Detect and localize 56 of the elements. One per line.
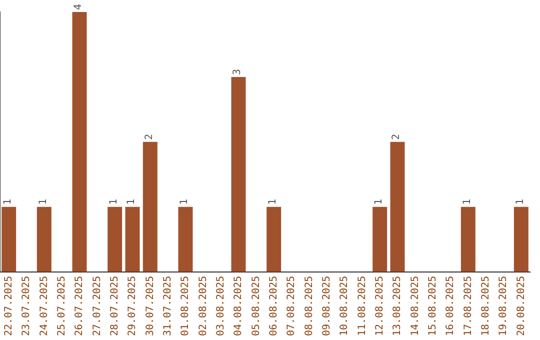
bar	[372, 206, 388, 272]
data-label: 3	[232, 68, 244, 75]
bar	[108, 206, 122, 272]
bar	[231, 76, 246, 272]
x-tick-label: 10.08.2025	[339, 276, 350, 336]
x-tick-label: 04.08.2025	[233, 276, 244, 336]
x-tick-label: 06.08.2025	[268, 276, 280, 336]
x-tick-label: 09.08.2025	[321, 276, 332, 336]
bar	[36, 206, 52, 272]
bar	[514, 206, 528, 272]
bar	[72, 12, 87, 272]
x-tick-label: 31.07.2025	[162, 276, 174, 336]
data-label: 1	[267, 198, 278, 205]
x-tick-label: 18.08.2025	[480, 276, 492, 336]
x-tick-label: 22.07.2025	[3, 276, 14, 336]
x-tick-label: 15.08.2025	[427, 276, 438, 336]
data-label: 2	[144, 134, 155, 140]
data-label: 1	[2, 198, 14, 205]
data-label: 1	[108, 198, 120, 205]
bar	[142, 142, 158, 272]
bar	[266, 206, 282, 272]
x-tick-label: 29.07.2025	[127, 276, 138, 336]
bar	[178, 206, 193, 272]
x-tick-label: 05.08.2025	[250, 276, 262, 336]
x-tick-label: 14.08.2025	[410, 276, 421, 336]
x-tick-label: 12.08.2025	[374, 276, 386, 336]
x-tick-label: 27.07.2025	[92, 276, 103, 336]
x-tick-label: 16.08.2025	[445, 276, 456, 336]
x-tick-label: 13.08.2025	[392, 276, 404, 336]
x-tick-label: 01.08.2025	[180, 276, 192, 336]
bar	[2, 206, 16, 272]
x-tick-label: 23.07.2025	[21, 276, 32, 336]
bar	[460, 206, 476, 272]
data-label: 1	[126, 198, 138, 205]
x-tick-label: 25.07.2025	[56, 276, 68, 336]
x-tick-label: 17.08.2025	[462, 276, 474, 336]
x-tick-label: 30.07.2025	[144, 276, 156, 336]
bar	[390, 142, 405, 272]
data-label: 1	[38, 198, 49, 205]
x-tick-label: 20.08.2025	[516, 276, 527, 336]
x-tick-label: 11.08.2025	[356, 276, 368, 336]
x-tick-label: 26.07.2025	[74, 276, 86, 336]
x-tick-label: 07.08.2025	[286, 276, 298, 336]
x-tick-label: 19.08.2025	[498, 276, 510, 336]
x-tick-label: 28.07.2025	[109, 276, 120, 336]
x-tick-label: 08.08.2025	[304, 276, 315, 336]
data-label: 1	[514, 198, 526, 205]
x-tick-label: 03.08.2025	[215, 276, 226, 336]
data-label: 1	[179, 198, 190, 205]
bar	[125, 206, 140, 272]
data-label: 1	[462, 198, 473, 205]
x-tick-label: 24.07.2025	[38, 276, 50, 336]
data-label: 2	[391, 134, 402, 140]
x-tick-label: 02.08.2025	[198, 276, 209, 336]
data-label: 4	[73, 4, 84, 10]
data-label: 1	[373, 198, 384, 205]
